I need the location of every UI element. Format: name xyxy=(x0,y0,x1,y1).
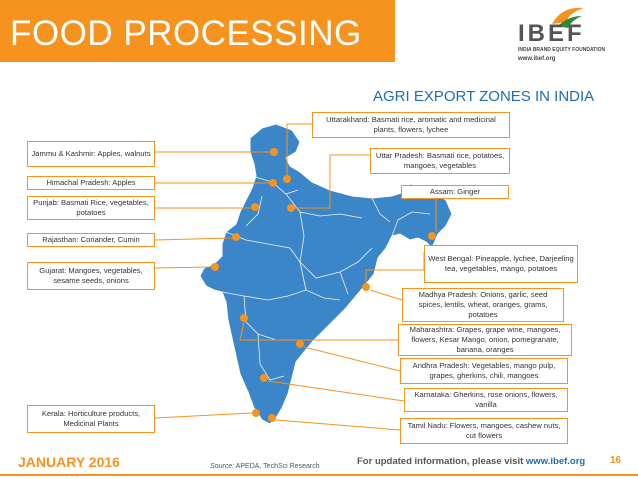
footer-divider xyxy=(0,474,638,476)
dot-ka xyxy=(260,374,268,382)
dot-mh xyxy=(240,314,248,322)
label-tamil-nadu: Tamil Nadu: Flowers, mangoes, cashew nut… xyxy=(400,418,568,444)
footer-url-link[interactable]: www.ibef.org xyxy=(525,456,586,467)
dot-ap xyxy=(296,340,304,348)
india-map-shape xyxy=(199,123,453,425)
label-andhra-pradesh: Andhra Pradesh: Vegetables, mango pulp, … xyxy=(400,358,568,384)
source-text: APEDA, TechSci Research xyxy=(234,463,320,470)
dot-tn xyxy=(268,414,276,422)
label-jammu-kashmir: Jammu & Kashmir: Apples, walnuts xyxy=(27,141,155,167)
footer-source: Source: APEDA, TechSci Research xyxy=(210,463,320,470)
page-title: FOOD PROCESSING xyxy=(10,14,362,53)
dot-as xyxy=(428,232,436,240)
logo-wordmark: IBEF xyxy=(518,20,585,47)
logo-url: www.ibef.org xyxy=(518,56,556,62)
footer-date: JANUARY 2016 xyxy=(18,454,120,470)
label-west-bengal: West Bengal: Pineapple, lychee, Darjeeli… xyxy=(424,245,578,283)
dot-uk xyxy=(283,175,291,183)
footer-info-text: For updated information, please visit xyxy=(357,456,526,467)
header-banner: FOOD PROCESSING xyxy=(0,0,395,62)
page-number: 16 xyxy=(610,455,622,466)
dot-kl xyxy=(252,409,260,417)
source-label: Source: xyxy=(210,463,235,470)
dot-gj xyxy=(211,263,219,271)
logo-tagline: INDIA BRAND EQUITY FOUNDATION xyxy=(518,47,606,53)
dot-hp xyxy=(269,179,277,187)
label-himachal-pradesh: Himachal Pradesh: Apples xyxy=(27,176,155,190)
ibef-logo: IBEF INDIA BRAND EQUITY FOUNDATION www.i… xyxy=(496,6,632,68)
label-assam: Assam: Ginger xyxy=(401,185,509,199)
label-kerala: Kerala: Horticulture products, Medicinal… xyxy=(27,405,155,433)
dot-pb xyxy=(251,203,259,211)
slide-subtitle: AGRI EXPORT ZONES IN INDIA xyxy=(373,88,595,105)
dot-up xyxy=(287,204,295,212)
label-gujarat: Gujarat: Mangoes, vegetables, sesame see… xyxy=(27,262,155,290)
label-madhya-pradesh: Madhya Pradesh: Onions, garlic, seed spi… xyxy=(402,288,564,322)
label-punjab: Punjab: Basmati Rice, vegetables, potato… xyxy=(27,196,155,220)
bird-logo-icon xyxy=(552,7,584,28)
dot-wb xyxy=(362,283,370,291)
label-uttar-pradesh: Uttar Pradesh: Basmati rice, potatoes, m… xyxy=(370,148,510,174)
label-uttarakhand: Uttarakhand: Basmati rice, aromatic and … xyxy=(312,112,510,138)
label-rajasthan: Rajasthan: Coriander, Cumin xyxy=(27,233,155,247)
dot-rj xyxy=(232,233,240,241)
label-maharashtra: Maharashtra: Grapes, grape wine, mangoes… xyxy=(398,324,572,356)
label-karnataka: Karnataka: Gherkins, rose onions, flower… xyxy=(404,388,568,412)
footer-info: For updated information, please visit ww… xyxy=(357,456,585,467)
dot-jk xyxy=(270,148,278,156)
